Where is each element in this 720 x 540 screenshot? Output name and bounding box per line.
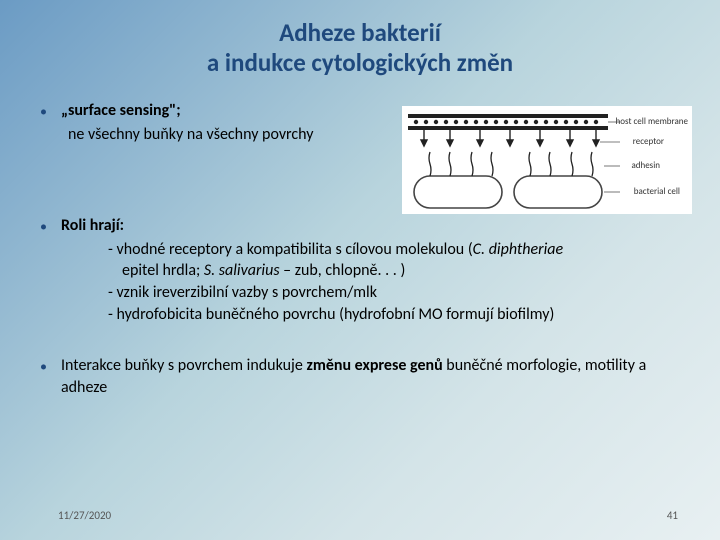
- sub1-l2-c: – zub, chlopně. . . ): [280, 261, 406, 280]
- sub1-text-a: - vhodné receptory a kompatibilita s cíl…: [108, 240, 473, 259]
- membrane-top: [408, 114, 608, 118]
- label-adhesin: adhesin: [631, 160, 660, 171]
- membrane-bottom: [408, 126, 608, 130]
- bullet-dot-icon: •: [40, 103, 47, 120]
- title-line-1: Adheze bakterií: [279, 17, 441, 48]
- section-roli-hraji: • Roli hrají: - vhodné receptory a kompa…: [40, 215, 680, 325]
- slide-title: Adheze bakterií a indukce cytologických …: [40, 18, 680, 78]
- adhesion-diagram: host cell membrane receptor adhesin bact…: [402, 106, 692, 214]
- footer-date: 11/27/2020: [58, 509, 111, 522]
- sub1-text-b: C. diphtheriae: [473, 240, 563, 259]
- sub1-l2-b: S. salivarius: [204, 261, 280, 280]
- section-interakce: • Interakce buňky s povrchem indukuje zm…: [40, 355, 680, 398]
- label-receptor: receptor: [633, 136, 664, 147]
- bullet-2-sub1-line2: epitel hrdla; S. salivarius – zub, chlop…: [122, 260, 680, 282]
- bullet-2: • Roli hrají:: [40, 215, 680, 237]
- b3-b: změnu exprese genů: [306, 356, 446, 375]
- bullet-2-heading: Roli hrají:: [61, 215, 680, 237]
- label-bacterial-cell: bacterial cell: [634, 186, 680, 197]
- bullet-3-text: Interakce buňky s povrchem indukuje změn…: [61, 355, 680, 398]
- sub1-l2-a: epitel hrdla;: [122, 261, 204, 280]
- slide: Adheze bakterií a indukce cytologických …: [0, 0, 720, 540]
- bullet-dot-icon: •: [40, 358, 47, 375]
- label-host-membrane: host cell membrane: [616, 116, 688, 127]
- bullet-2-sub2: - vznik ireverzibilní vazby s povrchem/m…: [108, 282, 680, 304]
- b3-a: Interakce buňky s povrchem indukuje: [61, 356, 306, 375]
- bullet-dot-icon: •: [40, 218, 47, 235]
- footer-page-number: 41: [667, 509, 678, 522]
- title-line-2: a indukce cytologických změn: [207, 47, 513, 78]
- bullet-2-sub3: - hydrofobicita buněčného povrchu (hydro…: [108, 304, 680, 326]
- bullet-3: • Interakce buňky s povrchem indukuje zm…: [40, 355, 680, 398]
- bullet-2-sub1: - vhodné receptory a kompatibilita s cíl…: [108, 239, 680, 261]
